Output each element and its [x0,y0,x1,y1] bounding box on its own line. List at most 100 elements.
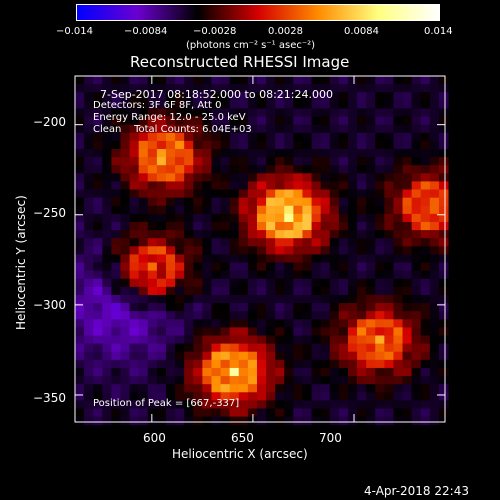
heatmap-cell [393,367,404,377]
heatmap-cell [275,392,285,401]
heatmap-cell [156,197,167,207]
heatmap-cell [411,270,422,280]
heatmap-cell [384,262,394,272]
heatmap-cell [211,140,222,150]
heatmap-cell [165,343,176,353]
heatmap-cell [184,359,194,369]
heatmap-cell [320,254,331,264]
heatmap-cell [320,100,331,109]
heatmap-cell [411,311,422,320]
heatmap-cell [147,157,158,166]
heatmap-cell [320,181,331,191]
heatmap-cell [156,254,167,264]
heatmap-cell [366,392,376,401]
heatmap-cell [420,221,431,231]
heatmap-cell [366,376,376,385]
heatmap-cell [220,408,231,418]
heatmap-cell [357,294,367,304]
heatmap-cell [165,351,176,361]
heatmap-cell [138,140,149,150]
heatmap-cell [357,124,367,134]
heatmap-cell [84,148,94,158]
heatmap-cell [111,351,121,361]
heatmap-cell [247,376,258,385]
heatmap-cell [438,376,449,385]
heatmap-cell [75,221,85,231]
heatmap-cell [84,189,94,199]
heatmap-cell [266,319,276,328]
heatmap-cell [411,108,422,118]
heatmap-cell [138,108,149,118]
heatmap-cell [184,319,194,328]
heatmap-cell [156,100,167,109]
heatmap-cell [429,205,440,215]
heatmap-cell [284,108,294,118]
heatmap-cell [238,116,249,126]
heatmap-cell [420,400,431,409]
heatmap-cell [311,116,322,126]
heatmap-cell [311,335,322,345]
heatmap-cell [366,173,376,182]
heatmap-cell [138,400,149,409]
heatmap-cell [266,262,276,272]
x-tick-label-650: 650 [231,431,254,445]
heatmap-cell [266,189,276,199]
heatmap-cell [402,327,413,336]
heatmap-cell [375,230,385,239]
heatmap-cell [366,400,376,409]
heatmap-cell [311,189,322,199]
heatmap-cell [293,124,303,134]
heatmap-cell [357,319,367,328]
heatmap-cell [102,327,112,336]
heatmap-cell [147,286,158,296]
heatmap-cell [93,246,103,255]
heatmap-cell [175,311,185,320]
heatmap-cell [138,254,149,264]
heatmap-cell [420,116,431,126]
heatmap-cell [220,84,231,93]
heatmap-cell [238,246,249,255]
heatmap-cell [147,221,158,231]
heatmap-cell [384,230,394,239]
heatmap-cell [93,303,103,312]
x-axis-label: Heliocentric X (arcsec) [172,447,308,461]
heatmap-cell [129,270,140,280]
heatmap-cell [129,303,140,312]
heatmap-cell [120,286,131,296]
heatmap-cell [138,157,149,166]
heatmap-cell [393,124,404,134]
heatmap-cell [129,367,140,377]
heatmap-cell [75,189,85,199]
heatmap-cell [420,76,431,85]
heatmap-cell [347,359,358,369]
heatmap-cell [93,392,103,401]
heatmap-cell [175,205,185,215]
heatmap-cell [220,108,231,118]
heatmap-cell [256,157,267,166]
heatmap-cell [156,181,167,191]
heatmap-cell [393,319,404,328]
heatmap-cell [93,286,103,296]
heatmap-cell [329,303,340,312]
heatmap-cell [284,376,294,385]
heatmap-cell [138,189,149,199]
heatmap-cell [111,319,121,328]
heatmap-cell [156,189,167,199]
heatmap-cell [129,335,140,345]
heatmap-cell [156,400,167,409]
heatmap-cell [211,116,222,126]
heatmap-cell [311,367,322,377]
heatmap-cell [329,367,340,377]
heatmap-cell [111,197,121,207]
heatmap-cell [384,84,394,93]
heatmap-cell [84,294,94,304]
heatmap-cell [220,165,231,174]
heatmap-cell [402,392,413,401]
heatmap-cell [93,165,103,174]
heatmap-cell [438,84,449,93]
heatmap-cell [129,384,140,393]
heatmap-cell [120,181,131,191]
colorbar-unit-label: (photons cm⁻² s⁻¹ asec⁻²) [186,40,316,51]
heatmap-cell [84,359,94,369]
heatmap-cell [411,132,422,142]
